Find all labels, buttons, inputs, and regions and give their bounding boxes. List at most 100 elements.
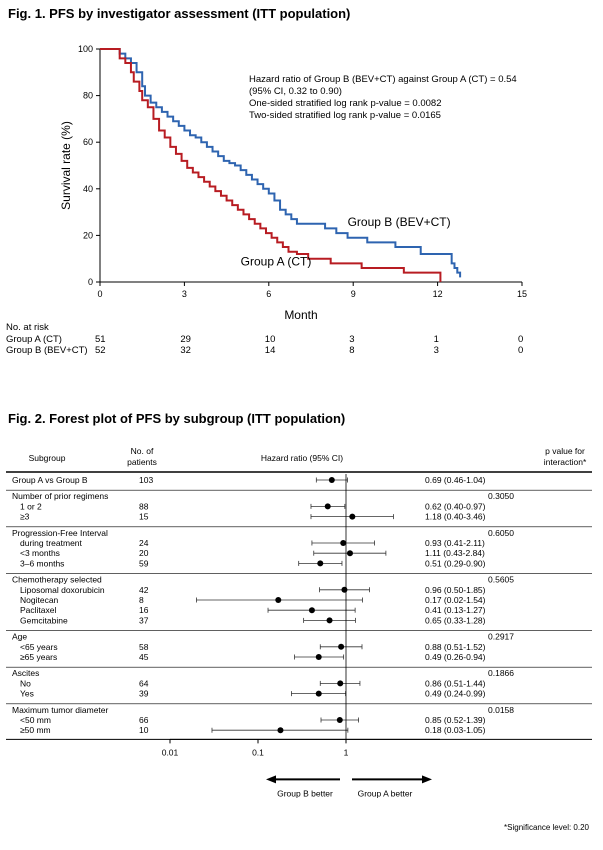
row-ci-text: 0.49 (0.26-0.94) — [425, 652, 486, 662]
at-risk-value: 0 — [518, 334, 523, 345]
hr-point — [336, 717, 343, 723]
km-y-tick-label: 20 — [83, 230, 93, 240]
row-p-value: 0.6050 — [488, 528, 514, 538]
hr-point — [338, 643, 345, 650]
hr-point — [346, 550, 353, 557]
km-series: Group B (BEV+CT) Group A (CT) — [100, 48, 462, 282]
at-risk-value: 52 — [95, 345, 106, 356]
at-risk-value: 8 — [349, 345, 354, 356]
row-label: ≥65 years — [20, 652, 57, 662]
at-risk-value: 3 — [434, 345, 439, 356]
row-ci-text: 0.96 (0.50-1.85) — [425, 585, 486, 595]
row-n: 59 — [139, 558, 149, 568]
figure2-title: Fig. 2. Forest plot of PFS by subgroup (… — [8, 411, 346, 426]
row-ci-text: 1.11 (0.43-2.84) — [425, 548, 485, 558]
forest-x-tick-label: 0.1 — [252, 747, 264, 757]
row-ci-text: 0.93 (0.41-2.11) — [425, 538, 485, 548]
row-ci-text: 0.86 (0.51-1.44) — [425, 678, 486, 688]
header-p-line1: p value for — [545, 446, 585, 456]
row-ci-text: 0.41 (0.13-1.27) — [425, 605, 486, 615]
row-label: Chemotherapy selected — [12, 575, 102, 585]
row-label: <3 months — [20, 548, 60, 558]
header-subgroup: Subgroup — [29, 453, 66, 463]
at-risk-value: 10 — [265, 334, 276, 345]
hr-point — [324, 503, 331, 510]
hr-point — [349, 513, 356, 520]
km-series-line-group-a — [100, 48, 442, 282]
row-ci-text: 1.18 (0.40-3.46) — [425, 512, 486, 522]
at-risk-value: 29 — [180, 334, 191, 345]
row-n: 88 — [139, 501, 149, 511]
row-n: 45 — [139, 652, 149, 662]
row-label: Gemcitabine — [20, 615, 68, 625]
hr-point — [315, 654, 322, 660]
forest-x-tick-label: 0.01 — [162, 747, 179, 757]
row-label: Maximum tumor diameter — [12, 705, 109, 715]
km-annotation-line: Hazard ratio of Group B (BEV+CT) against… — [249, 74, 517, 85]
row-n: 37 — [139, 615, 149, 625]
header-n-line2: patients — [127, 457, 157, 467]
row-label: ≥50 mm — [20, 725, 51, 735]
km-x-tick-label: 15 — [517, 289, 527, 299]
row-label: Age — [12, 632, 27, 642]
row-label: <65 years — [20, 642, 58, 652]
row-p-value: 0.3050 — [488, 491, 514, 501]
km-y-tick-label: 100 — [78, 44, 93, 54]
row-p-value: 0.2917 — [488, 632, 514, 642]
forest-x-tick-label: 1 — [344, 747, 349, 757]
km-series-label: Group A (CT) — [241, 255, 312, 269]
row-label: 3–6 months — [20, 558, 64, 568]
km-y-axis-title: Survival rate (%) — [59, 121, 73, 210]
row-label: Group A vs Group B — [12, 475, 88, 485]
row-label: Paclitaxel — [20, 605, 56, 615]
favor-right-label: Group A better — [358, 788, 413, 798]
hr-point — [337, 680, 344, 687]
forest-axis: 0.01 0.1 1 Group B better Group A better — [162, 474, 440, 798]
forest-rows: Group A vs Group B 103 0.69 (0.46-1.04) Num… — [6, 475, 592, 740]
at-risk-value: 14 — [265, 345, 276, 356]
km-x-axis-title: Month — [284, 308, 317, 322]
header-p-line2: interaction* — [544, 457, 587, 467]
footnote: *Significance level: 0.20 — [504, 823, 589, 832]
hr-point — [315, 690, 322, 697]
km-series-line-group-b — [100, 48, 462, 278]
row-label: Progression-Free Interval — [12, 528, 108, 538]
row-label: Number of prior regimens — [12, 491, 108, 501]
row-ci-text: 0.69 (0.46-1.04) — [425, 475, 486, 485]
row-label: Nogitecan — [20, 595, 59, 605]
hr-point — [326, 617, 333, 624]
row-ci-text: 0.51 (0.29-0.90) — [425, 558, 486, 568]
row-n: 10 — [139, 725, 149, 735]
hr-point — [328, 477, 335, 483]
hr-point — [341, 586, 348, 593]
at-risk-value: 51 — [95, 334, 106, 345]
row-n: 42 — [139, 585, 149, 595]
row-p-value: 0.1866 — [488, 668, 514, 678]
row-label: No — [20, 678, 31, 688]
km-x-tick-label: 9 — [351, 289, 356, 299]
km-annotations: Hazard ratio of Group B (BEV+CT) against… — [249, 74, 517, 121]
favor-left-label: Group B better — [277, 788, 333, 798]
at-risk-value: 1 — [434, 334, 439, 345]
km-y-tick-label: 40 — [83, 184, 93, 194]
row-label: <50 mm — [20, 715, 51, 725]
at-risk-value: 0 — [518, 345, 523, 356]
km-x-tick-label: 3 — [182, 289, 187, 299]
row-n: 66 — [139, 715, 149, 725]
hr-point — [275, 597, 282, 603]
header-n-line1: No. of — [131, 446, 154, 456]
row-ci-text: 0.17 (0.02-1.54) — [425, 595, 486, 605]
km-series-label: Group B (BEV+CT) — [348, 215, 451, 229]
at-risk-row-label: Group B (BEV+CT) — [6, 345, 88, 356]
km-y-tick-label: 0 — [88, 277, 93, 287]
row-p-value: 0.0158 — [488, 705, 514, 715]
row-n: 8 — [139, 595, 144, 605]
row-n: 16 — [139, 605, 149, 615]
row-label: Yes — [20, 689, 34, 699]
hr-point — [317, 560, 324, 567]
at-risk-value: 32 — [180, 345, 191, 356]
row-label: during treatment — [20, 538, 83, 548]
